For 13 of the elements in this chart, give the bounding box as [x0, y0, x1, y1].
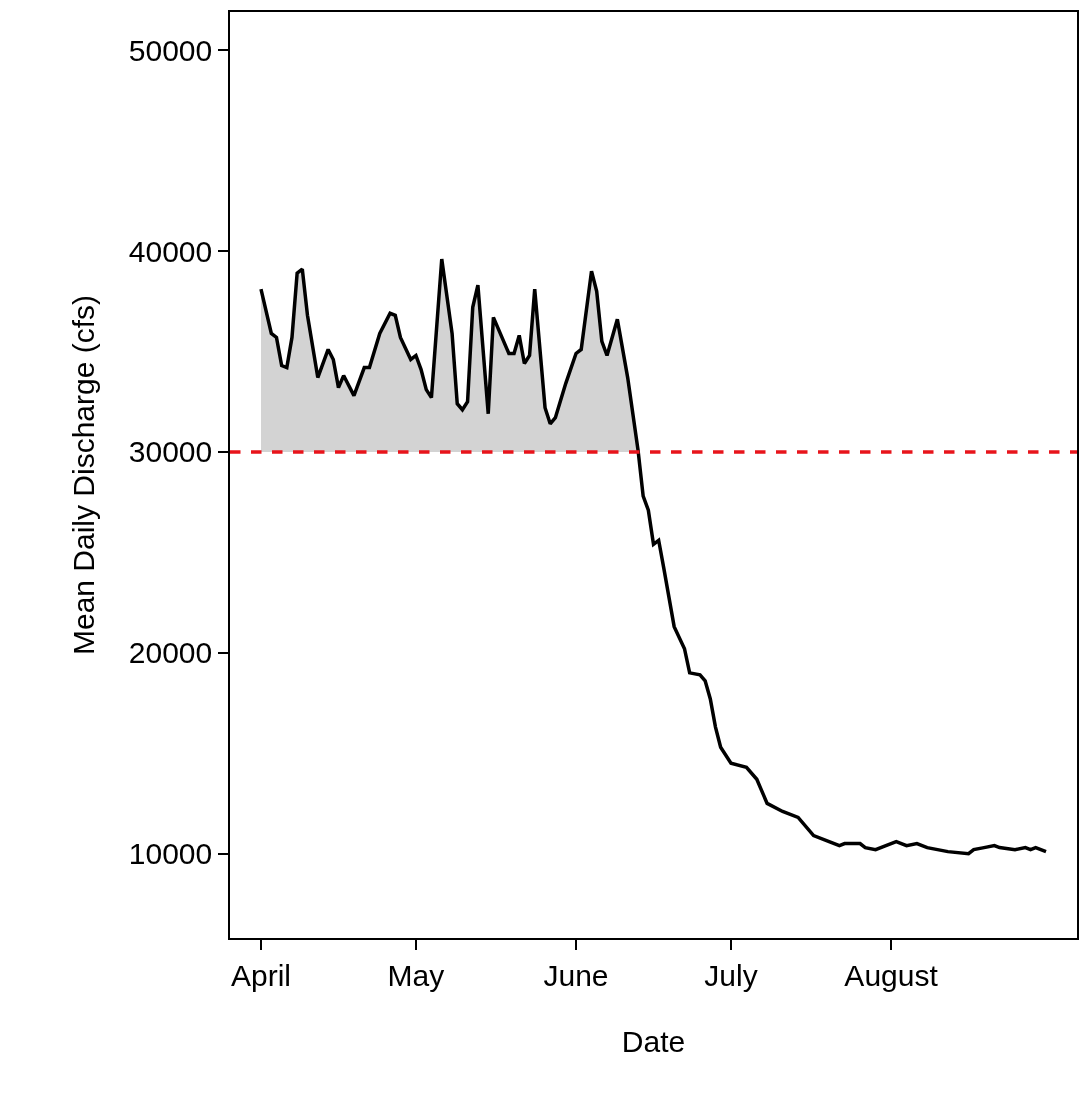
x-tick-label: May — [387, 958, 445, 992]
x-tick-label: August — [844, 958, 939, 992]
y-tick-label: 20000 — [128, 636, 213, 670]
x-axis-title: Date — [621, 1024, 686, 1058]
y-tick-label: 10000 — [128, 837, 213, 871]
y-tick-label: 50000 — [128, 33, 213, 67]
y-tick-label: 30000 — [128, 435, 213, 469]
line-series — [259, 257, 1048, 856]
x-tick-label: June — [543, 958, 609, 992]
x-tick-label: April — [230, 958, 291, 992]
x-tick-label: July — [704, 958, 758, 992]
y-tick-label: 40000 — [128, 234, 213, 268]
y-axis-title: Mean Daily Discharge (cfs) — [67, 294, 101, 656]
